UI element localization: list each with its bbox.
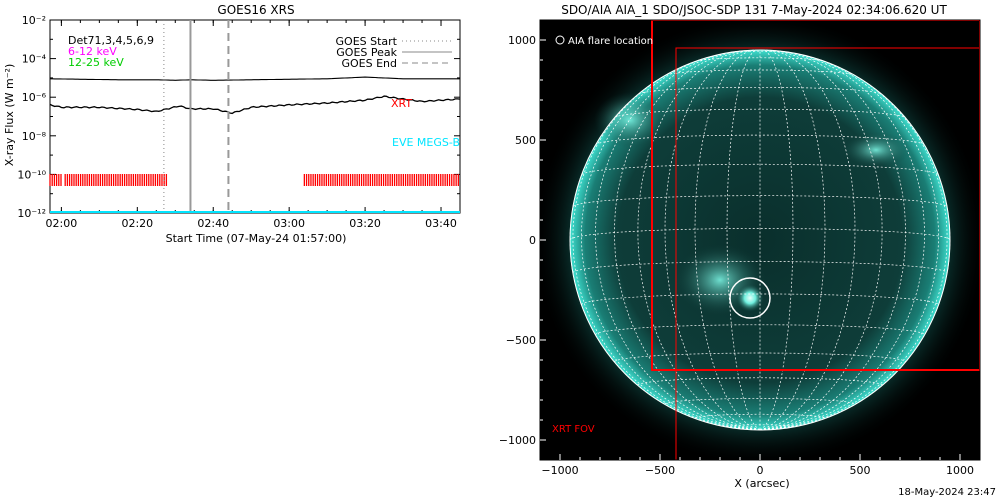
x-tick-label: 03:20 <box>349 217 381 230</box>
y-tick-label: −1000 <box>500 434 536 447</box>
band1-label: 6-12 keV <box>68 45 117 58</box>
latitude-line <box>637 377 883 386</box>
flare-legend-icon <box>555 35 565 45</box>
band2-label: 12-25 keV <box>68 56 124 69</box>
chart-title: GOES16 XRS <box>217 3 294 17</box>
longitude-line <box>759 49 826 430</box>
x-tick-label: −1000 <box>541 464 578 477</box>
y-ticks: 10⁻¹² 10⁻¹⁰ 10⁻⁸ 10⁻⁶ 10⁻⁴ 10⁻² <box>17 14 460 220</box>
flare-legend-label: AIA flare location <box>568 36 653 47</box>
x-tick-label: 02:20 <box>121 217 153 230</box>
goes-markers <box>163 20 230 213</box>
longitude-line <box>595 50 761 430</box>
y-tick-label: 500 <box>515 134 536 147</box>
x-tick-label: −500 <box>645 464 675 477</box>
flare-location-circle <box>729 277 771 319</box>
x-axis-label: Start Time (07-May-24 01:57:00) <box>166 232 347 245</box>
goes-lightcurve-chart: GOES16 XRS 02:00 02:20 02:40 03:00 03:20 03:4… <box>3 3 461 245</box>
longitude-line <box>759 51 939 430</box>
xrt-coverage-bars <box>49 174 460 186</box>
goes-series-line <box>49 95 461 115</box>
x-tick-label: 500 <box>850 464 871 477</box>
y-tick-label: 10⁻⁶ <box>22 91 47 104</box>
latitude-line <box>696 57 824 62</box>
legend-end-label: GOES End <box>341 57 397 70</box>
y-tick-label: 0 <box>529 234 536 247</box>
solar-limb <box>569 49 951 431</box>
x-tick-label: 1000 <box>946 464 974 477</box>
longitude-line <box>694 49 761 430</box>
longitude-line <box>759 50 906 430</box>
heliographic-grid <box>569 49 951 431</box>
x-tick-label: 02:00 <box>46 217 78 230</box>
detectors-label: Det71,3,4,5,6,9 <box>68 34 154 47</box>
x-tick-label: 03:00 <box>273 217 305 230</box>
y-tick-label: 10⁻⁸ <box>22 130 47 143</box>
x-tick-label: 0 <box>757 464 764 477</box>
y-tick-label: 10⁻¹² <box>17 207 46 220</box>
latitude-line <box>666 69 854 76</box>
image-ticks: −1000 −500 0 500 1000 −1000 −500 0 500 1000 <box>500 34 974 477</box>
longitude-line <box>759 50 925 430</box>
goes-series-line <box>50 76 460 81</box>
longitude-line <box>637 50 761 430</box>
y-axis-label: X-ray Flux (W m⁻²) <box>3 64 16 166</box>
x-tick-label: 03:40 <box>425 217 457 230</box>
longitude-line <box>572 55 761 430</box>
y-tick-label: 10⁻¹⁰ <box>17 168 46 181</box>
flare-glow <box>736 284 764 312</box>
series-group <box>49 76 461 115</box>
latitude-line <box>638 86 882 95</box>
legend-peak-label: GOES Peak <box>336 46 397 59</box>
latitude-line <box>614 352 906 363</box>
xrt-fov-outer-box <box>675 47 980 460</box>
longitude-line <box>759 49 856 430</box>
y-tick-label: 10⁻² <box>22 14 46 27</box>
latitude-line <box>595 134 925 145</box>
aia-image-panel: SDO/AIA AIA_1 SDO/JSOC-SDP 131 7-May-202… <box>500 3 981 490</box>
longitude-line <box>664 49 761 430</box>
xrt-fov-label: XRT FOV <box>552 424 595 435</box>
latitude-line <box>694 413 826 419</box>
latitude-line <box>572 195 948 207</box>
y-tick-label: −500 <box>506 334 536 347</box>
active-region-ne <box>842 132 910 168</box>
x-tick-label: 02:40 <box>197 217 229 230</box>
image-x-label: X (arcsec) <box>734 477 789 490</box>
xrt-label: XRT <box>391 97 412 110</box>
y-tick-label: 10⁻⁴ <box>22 53 47 66</box>
legend-start-label: GOES Start <box>336 35 398 48</box>
y-tick-label: 1000 <box>508 34 536 47</box>
active-region-nw <box>594 92 666 148</box>
timestamp-footer: 18-May-2024 23:47 <box>898 487 996 498</box>
image-title: SDO/AIA AIA_1 SDO/JSOC-SDP 131 7-May-202… <box>561 3 947 17</box>
xrt-fov-box <box>651 20 980 371</box>
latitude-line <box>581 293 939 306</box>
eve-label: EVE MEGS-B <box>392 136 460 149</box>
longitude-line <box>759 50 883 430</box>
aia-image <box>540 20 980 460</box>
longitude-line <box>759 55 948 430</box>
